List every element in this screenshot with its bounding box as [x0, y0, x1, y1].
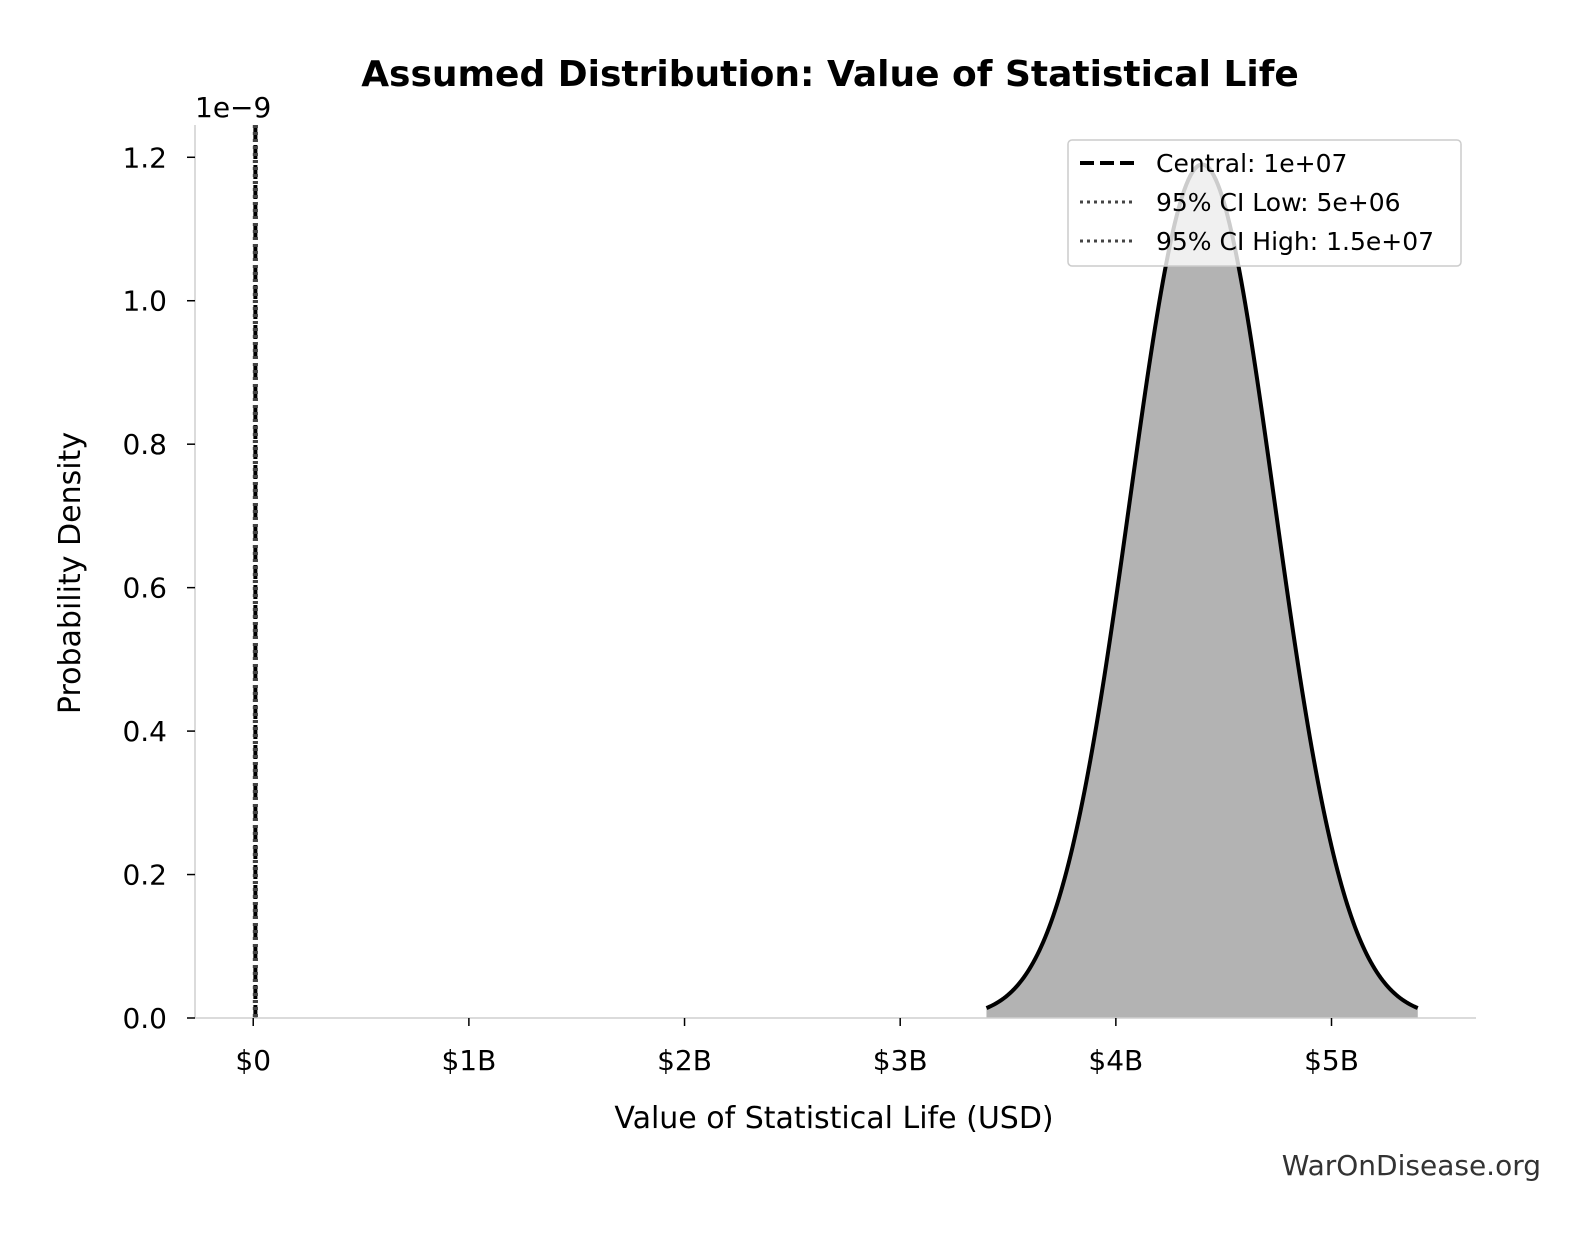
legend-label: 95% CI Low: 5e+06 — [1156, 188, 1401, 217]
y-tick-label: 0.6 — [122, 572, 167, 605]
x-tick-label: $3B — [873, 1044, 928, 1077]
y-tick-label: 0.8 — [122, 428, 167, 461]
x-tick-label: $2B — [657, 1044, 712, 1077]
y-offset-label: 1e−9 — [195, 91, 271, 124]
y-tick-label: 1.2 — [122, 141, 167, 174]
chart-title: Assumed Distribution: Value of Statistic… — [361, 54, 1299, 95]
watermark: WarOnDisease.org — [1282, 1149, 1541, 1182]
plot-area — [252, 125, 1419, 1018]
density-fill — [986, 164, 1418, 1018]
reference-lines — [252, 125, 258, 1018]
x-tick-label: $1B — [441, 1044, 496, 1077]
x-tick-label: $0 — [235, 1044, 271, 1077]
y-tick-label: 0.4 — [122, 715, 167, 748]
legend-label: Central: 1e+07 — [1156, 149, 1347, 178]
y-tick-label: 0.2 — [122, 859, 167, 892]
y-ticks: 0.0 0.2 0.4 0.6 0.8 1.0 1.2 — [122, 141, 195, 1035]
legend-box — [1067, 139, 1462, 267]
y-axis-label: Probability Density — [53, 432, 88, 714]
x-ticks: $0 $1B $2B $3B $4B $5B — [235, 1018, 1359, 1077]
x-tick-label: $4B — [1088, 1044, 1143, 1077]
x-axis-label: Value of Statistical Life (USD) — [614, 1101, 1053, 1136]
x-tick-label: $5B — [1304, 1044, 1359, 1077]
y-tick-label: 1.0 — [122, 285, 167, 318]
legend: Central: 1e+07 95% CI Low: 5e+06 95% CI Hi… — [1067, 139, 1462, 267]
legend-label: 95% CI High: 1.5e+07 — [1156, 227, 1434, 256]
y-tick-label: 0.0 — [122, 1002, 167, 1035]
